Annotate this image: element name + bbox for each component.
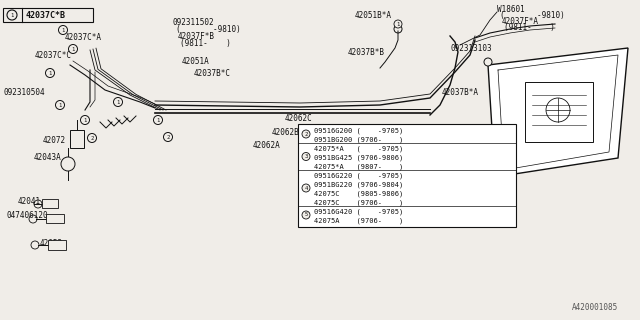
Text: 1: 1 [156,117,159,123]
Bar [48,240,66,250]
Text: 42075*A   (9807-    ): 42075*A (9807- ) [314,163,403,170]
Text: 3: 3 [305,154,308,159]
Circle shape [29,215,37,223]
Text: (9811-    ): (9811- ) [180,38,231,47]
Text: 09516G420 (    -9705): 09516G420 ( -9705) [314,208,403,215]
Circle shape [34,200,42,208]
Circle shape [113,98,122,107]
Bar [46,214,64,223]
Circle shape [7,10,17,20]
Text: 092310504: 092310504 [3,87,45,97]
Text: 1: 1 [10,12,13,18]
Circle shape [88,133,97,142]
Text: 09516G220 (    -9705): 09516G220 ( -9705) [314,172,403,179]
Text: 42062A: 42062A [253,140,281,149]
Text: A420001085: A420001085 [572,303,618,312]
Text: 42075*A   (    -9705): 42075*A ( -9705) [314,145,403,152]
Text: 2: 2 [90,135,93,140]
Bar [42,199,58,208]
Circle shape [302,130,310,138]
Circle shape [394,20,402,28]
Circle shape [163,132,173,141]
Circle shape [45,68,54,77]
Text: 42075C    (9805-9806): 42075C (9805-9806) [314,190,403,197]
Text: 42037B*C: 42037B*C [194,68,231,77]
Text: 1: 1 [61,28,65,33]
Circle shape [484,58,492,66]
Text: 42037B*A: 42037B*A [442,87,479,97]
Text: 1: 1 [49,70,52,76]
Polygon shape [488,48,628,177]
Text: 42037F*B: 42037F*B [178,31,215,41]
Text: 0951BG425 (9706-9806): 0951BG425 (9706-9806) [314,154,403,161]
Text: 2: 2 [305,132,308,137]
Text: 09516G200 (    -9705): 09516G200 ( -9705) [314,127,403,134]
Text: 1: 1 [116,100,120,105]
Text: 5: 5 [305,212,308,218]
Text: (       -9810): ( -9810) [500,11,564,20]
Text: W18601: W18601 [497,4,525,13]
Text: 42062C: 42062C [285,114,313,123]
Circle shape [302,211,310,219]
Bar [70,130,84,148]
Text: 42062B: 42062B [272,127,300,137]
Text: 42075A    (9706-    ): 42075A (9706- ) [314,217,403,224]
Text: 42051A: 42051A [182,57,210,66]
Text: 42041: 42041 [18,197,41,206]
Text: 1: 1 [58,102,61,108]
Bar [525,82,593,142]
Text: 42075C    (9706-    ): 42075C (9706- ) [314,199,403,206]
Text: 42052: 42052 [40,239,63,249]
Circle shape [58,26,67,35]
Circle shape [61,157,75,171]
Text: (9811-    ): (9811- ) [504,22,555,31]
Text: 0951BG220 (9706-9804): 0951BG220 (9706-9804) [314,181,403,188]
Text: (       -9810): ( -9810) [176,25,241,34]
Text: 092313103: 092313103 [450,44,492,52]
Text: 42072: 42072 [43,135,66,145]
Text: 4: 4 [305,186,308,190]
Text: 42037C*C: 42037C*C [35,51,72,60]
Bar [298,124,516,227]
Text: 047406120: 047406120 [6,212,47,220]
Circle shape [31,241,39,249]
Text: 42043A: 42043A [34,153,61,162]
Text: 42037C*B: 42037C*B [26,11,66,20]
Text: 1: 1 [83,117,86,123]
Text: 1: 1 [72,46,75,52]
Text: 2: 2 [166,134,170,140]
Text: 1: 1 [396,21,399,27]
Text: 42051B*A: 42051B*A [355,11,392,20]
Text: 42037F*A: 42037F*A [502,17,539,26]
Circle shape [154,116,163,124]
Bar [3,8,93,22]
Circle shape [302,184,310,192]
Text: 42037C*A: 42037C*A [65,33,102,42]
Circle shape [81,116,90,124]
Text: 42037B*B: 42037B*B [348,47,385,57]
Circle shape [302,153,310,161]
Circle shape [56,100,65,109]
Text: 0951BG200 (9706-    ): 0951BG200 (9706- ) [314,136,403,143]
Text: 092311502: 092311502 [172,18,214,27]
Circle shape [68,44,77,53]
